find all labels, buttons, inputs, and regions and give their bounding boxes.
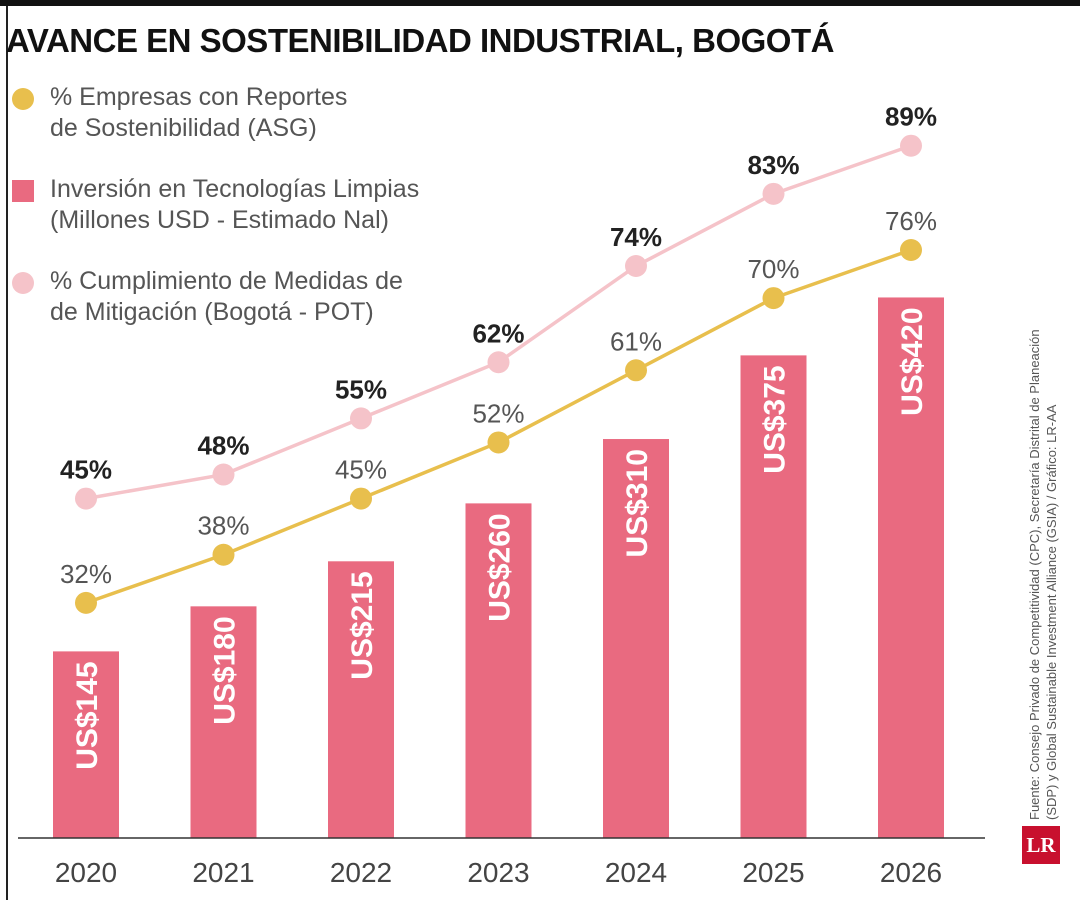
bar xyxy=(740,355,807,838)
legend-label: (Millones USD - Estimado Nal) xyxy=(50,206,389,234)
left-border xyxy=(6,6,8,900)
bar xyxy=(53,651,119,838)
legend-item: % Cumplimiento de Medidas de de Mitigació… xyxy=(12,266,510,328)
legend: % Empresas con Reportes de Sostenibilidad… xyxy=(12,82,510,358)
bar-label: US$260 xyxy=(484,513,517,621)
legend-item: % Empresas con Reportes de Sostenibilidad… xyxy=(12,82,510,144)
legend-dot-icon xyxy=(12,272,34,294)
data-point xyxy=(75,487,97,510)
bar-label: US$215 xyxy=(346,571,379,679)
x-tick-label: 2023 xyxy=(467,857,529,888)
data-point xyxy=(350,487,372,510)
logo-text: LR xyxy=(1026,833,1056,857)
bar xyxy=(465,503,532,838)
data-label: 38% xyxy=(197,511,249,541)
bar xyxy=(190,606,257,838)
legend-label: Inversión en Tecnologías Limpias xyxy=(50,175,420,203)
data-label: 83% xyxy=(747,150,799,180)
data-point xyxy=(212,543,235,566)
legend-dot-icon xyxy=(12,88,34,110)
source-line-2: (SDP) y Global Sustainable Investment Al… xyxy=(1044,404,1059,820)
data-point xyxy=(900,238,922,261)
data-point xyxy=(350,407,372,430)
data-point xyxy=(625,359,647,382)
bar-label: US$180 xyxy=(209,616,242,724)
top-border xyxy=(0,0,1080,6)
source-line-1: Fuente: Consejo Privado de Competitivida… xyxy=(1027,329,1042,820)
x-tick-label: 2024 xyxy=(605,857,667,888)
data-point xyxy=(625,255,647,278)
lr-logo: LR xyxy=(1022,826,1060,864)
x-tick-label: 2025 xyxy=(742,857,804,888)
data-point xyxy=(900,134,922,157)
x-tick-label: 2021 xyxy=(192,857,254,888)
legend-square-icon xyxy=(12,180,34,202)
source-note: Fuente: Consejo Privado de Competitivida… xyxy=(1026,260,1060,820)
bar xyxy=(878,297,944,839)
bar-label: US$310 xyxy=(621,449,654,557)
data-point xyxy=(487,351,510,374)
legend-item: Inversión en Tecnologías Limpias (Millone… xyxy=(12,174,510,236)
data-label: 55% xyxy=(335,374,387,404)
data-label: 48% xyxy=(197,431,249,461)
data-label: 74% xyxy=(610,222,662,252)
data-label: 61% xyxy=(610,326,662,356)
bar-label: US$375 xyxy=(759,365,792,473)
data-point xyxy=(212,463,235,486)
data-label: 32% xyxy=(60,559,112,589)
data-point xyxy=(762,182,785,205)
bar-label: US$420 xyxy=(896,307,929,415)
bar xyxy=(603,439,669,838)
chart-title: AVANCE EN SOSTENIBILIDAD INDUSTRIAL, BOG… xyxy=(6,22,834,59)
legend-label: % Empresas con Reportes xyxy=(50,83,348,111)
data-point xyxy=(75,591,97,614)
data-label: 89% xyxy=(885,102,937,132)
legend-label: % Cumplimiento de Medidas de xyxy=(50,267,403,295)
data-label: 62% xyxy=(472,318,524,348)
data-label: 70% xyxy=(747,254,799,284)
data-point xyxy=(487,431,510,454)
bar xyxy=(328,561,394,838)
legend-label: de Mitigación (Bogotá - POT) xyxy=(50,298,374,326)
data-label: 45% xyxy=(335,455,387,485)
x-tick-label: 2020 xyxy=(55,857,117,888)
legend-label: de Sostenibilidad (ASG) xyxy=(50,114,317,142)
bar-label: US$145 xyxy=(71,661,104,769)
x-tick-label: 2026 xyxy=(880,857,942,888)
x-tick-label: 2022 xyxy=(330,857,392,888)
data-label: 45% xyxy=(60,455,112,485)
data-point xyxy=(762,287,785,310)
data-label: 76% xyxy=(885,206,937,236)
data-label: 52% xyxy=(472,398,524,428)
